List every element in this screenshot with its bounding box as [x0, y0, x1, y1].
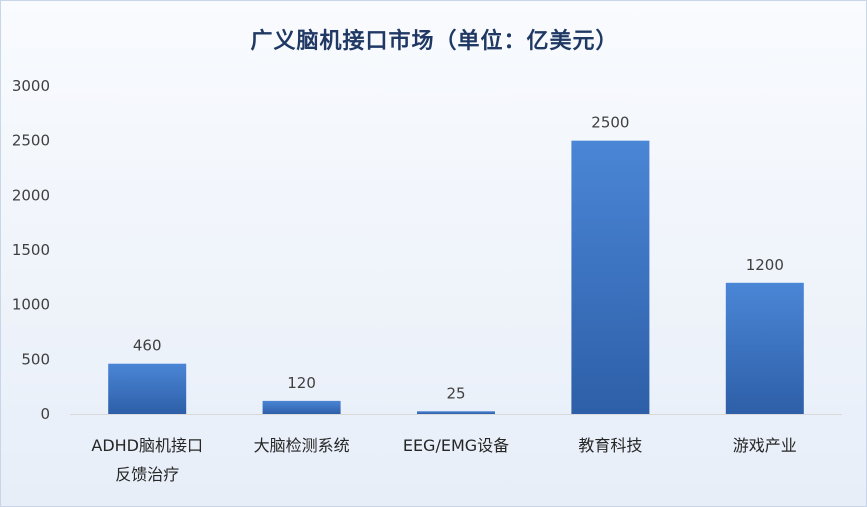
bar — [108, 363, 187, 414]
x-tick-label: 教育科技 — [578, 436, 642, 455]
bar — [417, 411, 495, 414]
y-tick-label: 500 — [21, 350, 50, 368]
data-label: 2500 — [591, 114, 629, 132]
data-labels: 460 120 25 2500 1200 — [133, 114, 784, 403]
y-tick-label: 3000 — [12, 77, 50, 95]
x-tick-label: 反馈治疗 — [115, 465, 179, 484]
y-tick-label: 2000 — [12, 186, 50, 204]
x-tick-label: ADHD脑机接口 — [91, 436, 203, 455]
chart-title: 广义脑机接口市场（单位：亿美元） — [250, 29, 619, 54]
data-label: 460 — [133, 337, 162, 355]
data-label: 25 — [446, 384, 465, 402]
y-axis: 0 500 1000 1500 2000 2500 3000 — [12, 77, 50, 423]
y-tick-label: 1000 — [12, 296, 50, 314]
data-label: 1200 — [746, 256, 784, 274]
y-tick-label: 0 — [40, 405, 50, 423]
bar — [725, 282, 804, 414]
y-tick-label: 2500 — [12, 132, 50, 150]
x-tick-label: EEG/EMG设备 — [403, 436, 509, 455]
data-label: 120 — [287, 374, 316, 392]
y-tick-label: 1500 — [12, 241, 50, 259]
x-tick-label: 大脑检测系统 — [254, 436, 350, 455]
bar — [262, 400, 341, 414]
x-tick-label: 游戏产业 — [733, 436, 797, 455]
bar-series — [108, 140, 804, 414]
bar — [571, 140, 650, 414]
